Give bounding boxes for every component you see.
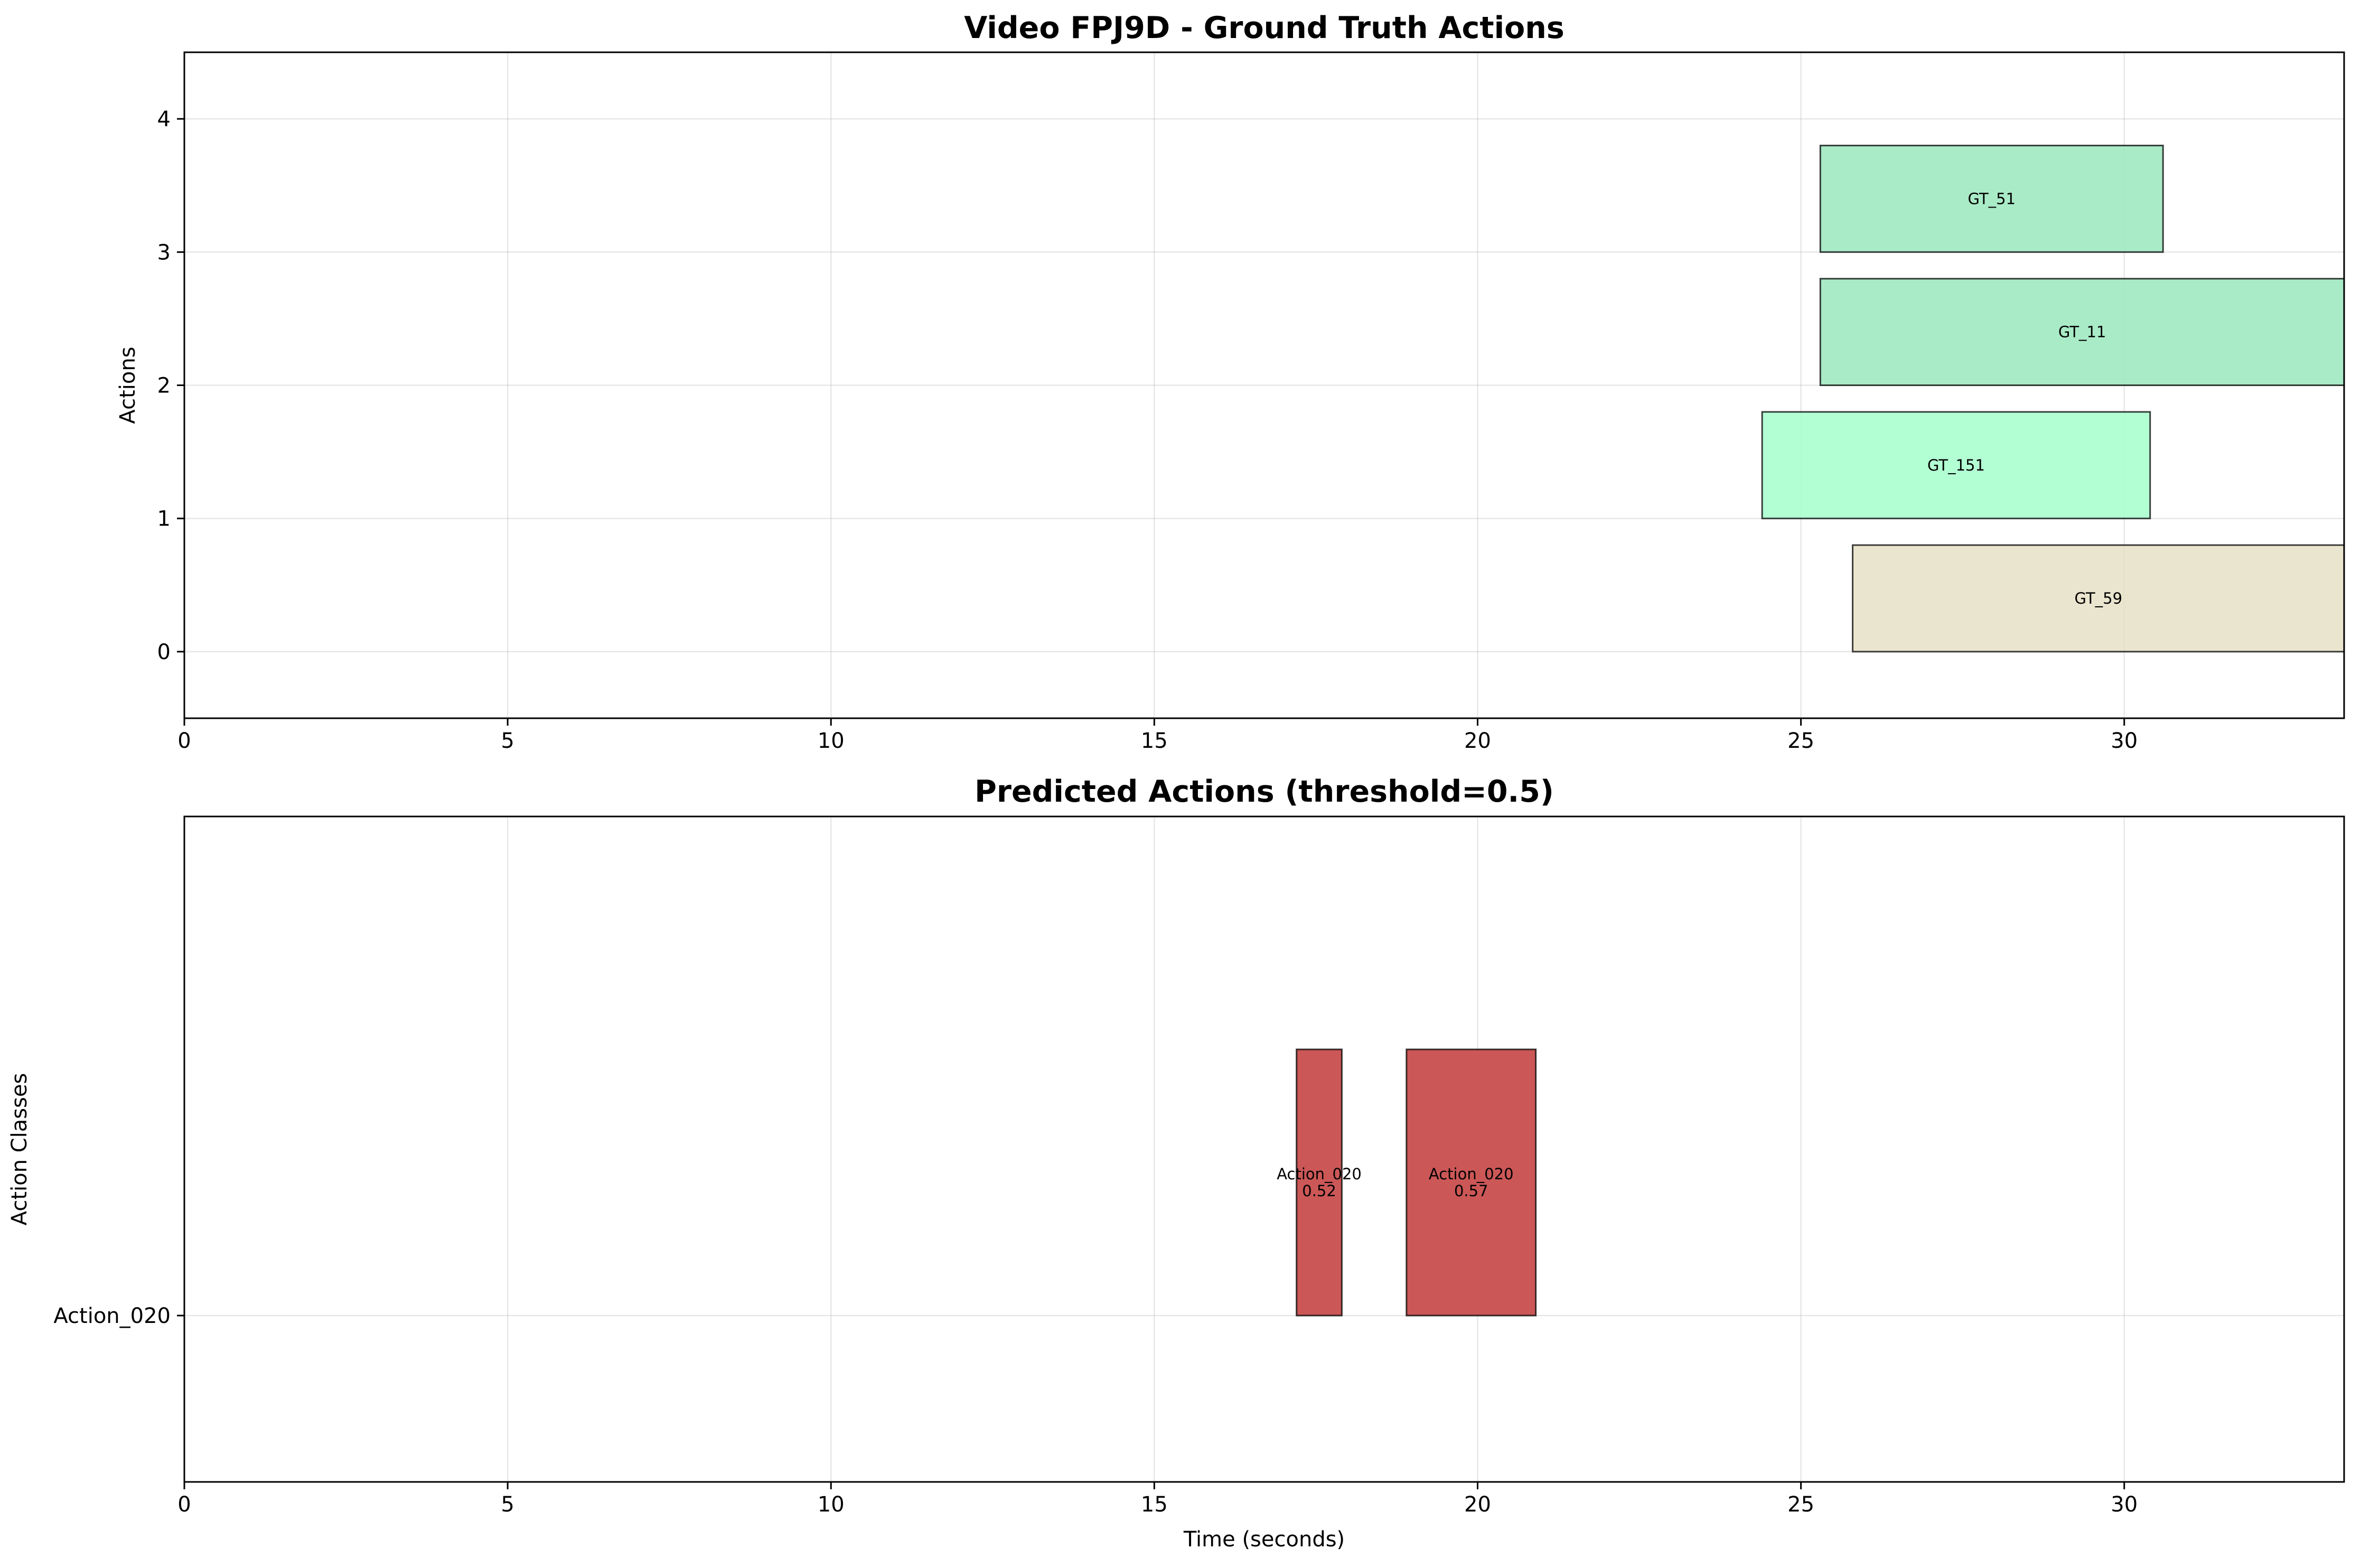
pred-chart-title: Predicted Actions (threshold=0.5) [975,774,1554,809]
y-tick-label: 3 [157,240,171,265]
x-tick-label: 10 [818,729,845,753]
gt-plot-frame [183,51,2345,719]
pred-bar-label: Action_020 [1429,1165,1514,1183]
x-tick-label: 25 [1787,729,1814,753]
y-tick-label: 4 [157,107,171,132]
pred-bar-label: Action_020 [1277,1165,1362,1183]
x-tick-label: 15 [1141,1492,1168,1517]
gt-y-axis-label: Actions [116,346,140,424]
x-tick-label: 30 [2111,729,2138,753]
gt-action-bar [1852,544,2345,653]
x-tick-label: 15 [1141,729,1168,753]
pred-action-bar [1406,1048,1537,1317]
pred-bar-score: 0.52 [1302,1182,1336,1200]
x-tick-label: 20 [1464,1492,1491,1517]
gt-bar-label: GT_151 [1927,456,1985,474]
gt-bar-label: GT_11 [2058,323,2106,341]
gt-chart-title: Video FPJ9D - Ground Truth Actions [964,11,1564,45]
pred-x-axis-label: Time (seconds) [1183,1527,1345,1552]
x-tick-label: 0 [177,729,191,753]
gt-action-bar [1761,411,2151,520]
pred-action-bar [1296,1048,1343,1317]
y-tick-label: 1 [157,507,171,531]
gt-bar-label: GT_59 [2075,589,2123,607]
y-tick-label: 2 [157,374,171,398]
x-tick-label: 30 [2111,1492,2138,1517]
gt-bar-label: GT_51 [1968,190,2016,208]
pred-y-axis-label: Action Classes [7,1073,32,1226]
x-tick-label: 5 [501,729,514,753]
x-tick-label: 25 [1787,1492,1814,1517]
x-tick-label: 0 [177,1492,191,1517]
gt-action-bar [1819,278,2345,386]
x-tick-label: 20 [1464,729,1491,753]
y-tick-label: 0 [157,640,171,664]
x-tick-label: 5 [501,1492,514,1517]
pred-plot-frame [183,815,2345,1483]
pred-actions-panel: Predicted Actions (threshold=0.5) Action… [7,774,2345,1552]
gt-action-bar [1819,145,2164,253]
y-tick-label: Action_020 [53,1304,171,1328]
pred-bar-score: 0.57 [1454,1182,1488,1200]
gt-actions-panel: Video FPJ9D - Ground Truth Actions Actio… [116,11,2345,753]
x-tick-label: 10 [818,1492,845,1517]
